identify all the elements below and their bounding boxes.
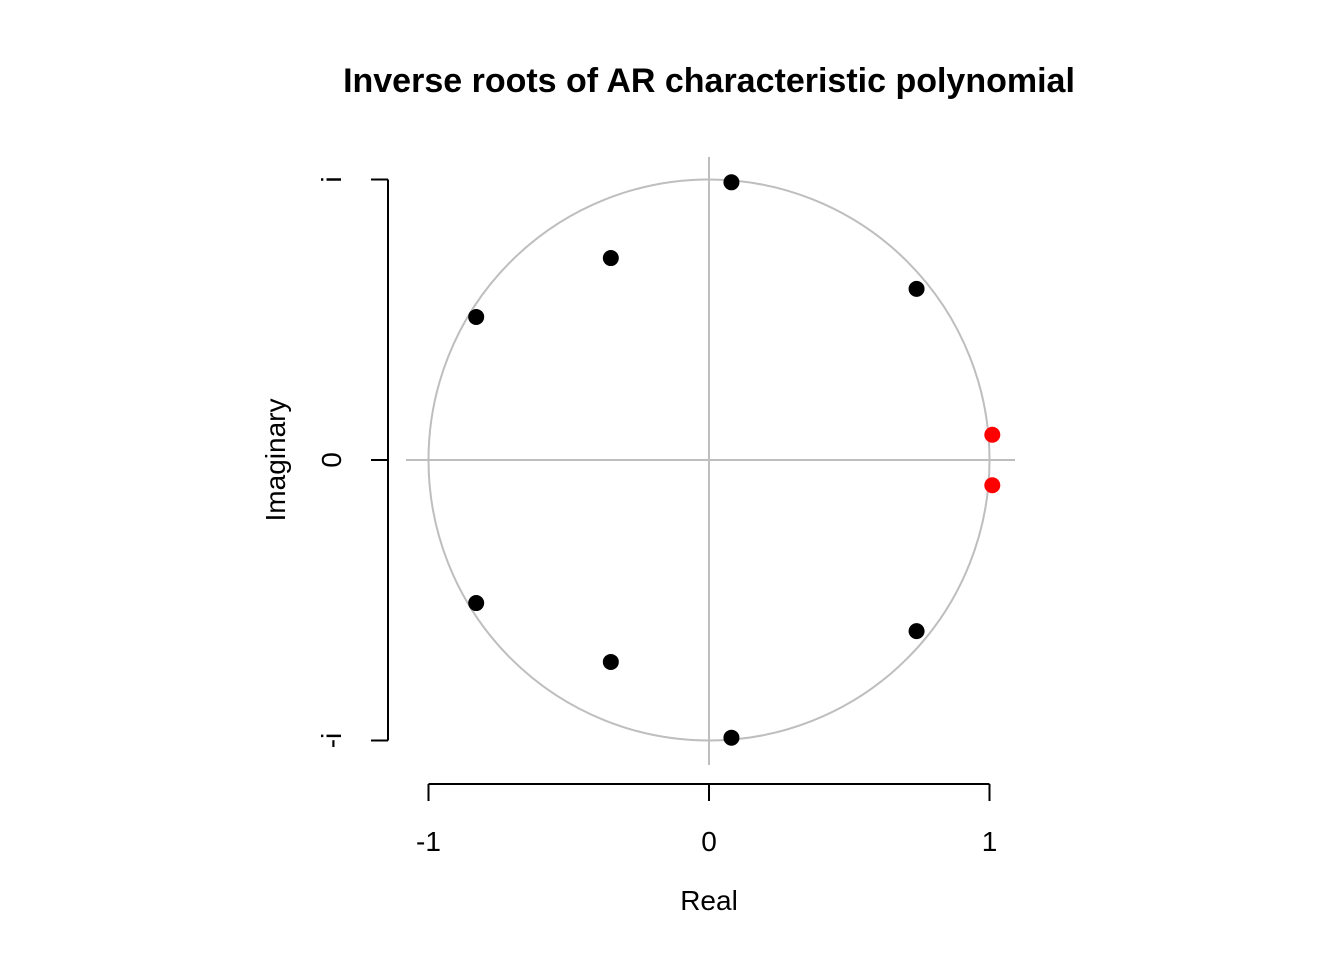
x-axis-label: Real (680, 885, 738, 916)
root-point (468, 308, 485, 325)
x-tick-label: 0 (701, 826, 717, 857)
axis-layer: -1 0 1 -i 0 i (316, 176, 997, 857)
reference-layer (406, 157, 1015, 765)
root-point (723, 174, 740, 191)
x-tick-label: -1 (416, 826, 441, 857)
point-layer (468, 174, 1001, 746)
root-point (468, 595, 485, 612)
root-point (908, 280, 925, 297)
y-tick-label: 0 (316, 452, 347, 468)
unit-root-point (984, 477, 1001, 494)
root-point (602, 250, 619, 267)
root-point (908, 623, 925, 640)
chart-title: Inverse roots of AR characteristic polyn… (343, 62, 1075, 100)
unit-root-point (984, 426, 1001, 443)
y-axis-label: Imaginary (260, 399, 291, 522)
root-point (602, 653, 619, 670)
x-tick-label: 1 (982, 826, 998, 857)
y-tick-label: -i (316, 733, 347, 749)
y-tick-label: i (316, 176, 347, 182)
plot-area: -1 0 1 -i 0 i (316, 157, 1015, 857)
root-point (723, 729, 740, 746)
